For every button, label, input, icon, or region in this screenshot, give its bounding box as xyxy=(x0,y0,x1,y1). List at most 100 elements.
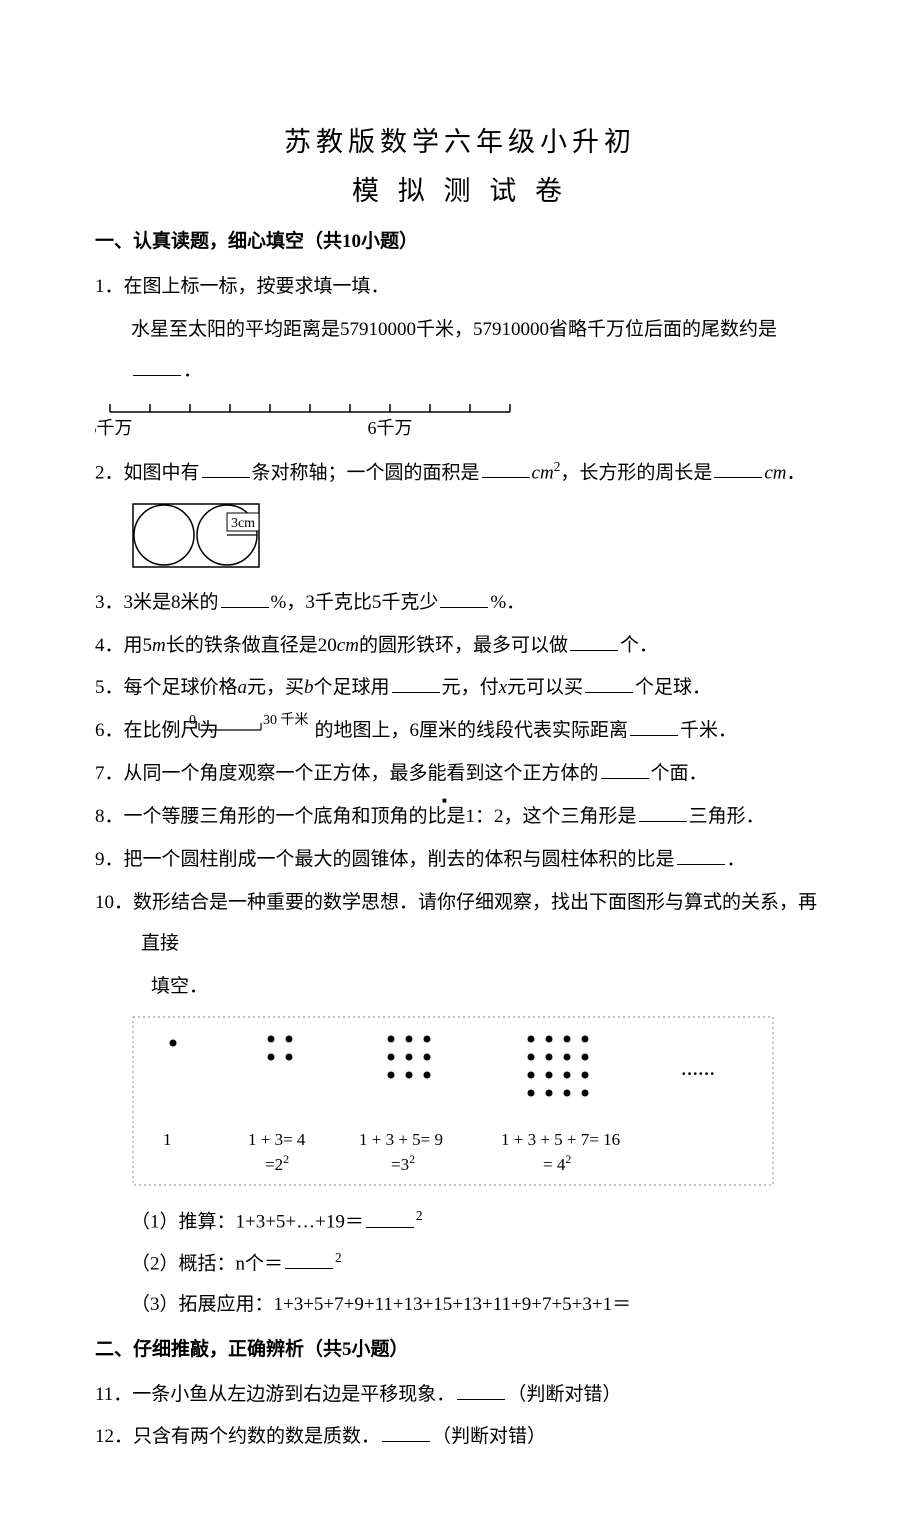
svg-text:= 42: = 42 xyxy=(543,1152,571,1174)
svg-text:1 + 3 + 5= 9: 1 + 3 + 5= 9 xyxy=(359,1130,443,1149)
q2-mid1: 条对称轴；一个圆的面积是 xyxy=(252,462,480,483)
section-2-header: 二、仔细推敲，正确辨析（共5小题） xyxy=(95,1334,825,1361)
q5-b: b xyxy=(304,677,314,698)
q12-post: （判断对错） xyxy=(432,1426,546,1447)
question-4: 4．用5m长的铁条做直径是20cm的圆形铁环，最多可以做 个． xyxy=(95,626,825,667)
blank xyxy=(601,760,649,779)
q11-num: 11． xyxy=(95,1384,132,1405)
q3-post: %． xyxy=(490,592,525,613)
blank xyxy=(630,717,678,736)
q8-pre: 一个等腰三角形的一个底角和顶角的比是1 xyxy=(124,806,476,827)
q7-post: 个面． xyxy=(651,763,708,784)
question-7: 7．从同一个角度观察一个正方体，最多能看到这个正方体的个面． xyxy=(95,754,825,795)
q5-pre: 每个足球价格 xyxy=(124,677,238,698)
q10-sub2: （2）概括：n个＝2 xyxy=(95,1244,825,1285)
q7-pre: 从同一个角度观察一个正方体，最多能看到这个正方体的 xyxy=(124,763,599,784)
q10-line2: 填空． xyxy=(151,976,208,997)
blank xyxy=(639,803,687,822)
section-1-header: 一、认真读题，细心填空（共10小题） xyxy=(95,226,825,253)
q10-sub1: （1）推算：1+3+5+…+19＝2 xyxy=(95,1202,825,1243)
q4-m: m xyxy=(152,635,166,656)
blank xyxy=(482,459,530,478)
q2-unit1: cm xyxy=(532,462,554,483)
svg-text:=32: =32 xyxy=(391,1152,415,1174)
q10-sub3: （3）拓展应用：1+3+5+7+9+11+13+15+13+11+9+7+5+3… xyxy=(95,1285,825,1326)
q1-line2-pre: 水星至太阳的平均距离是57910000千米，57910000省略千万位后面的尾数… xyxy=(131,319,777,340)
q12-num: 12． xyxy=(95,1426,133,1447)
question-1: 1．在图上标一标，按要求填一填． xyxy=(95,267,825,308)
blank xyxy=(202,459,250,478)
blank xyxy=(440,589,488,608)
q9-pre: 把一个圆柱削成一个最大的圆锥体，削去的体积与圆柱体积的比是 xyxy=(124,849,675,870)
q2-unit2: cm xyxy=(764,462,786,483)
blank xyxy=(714,459,762,478)
svg-text:=22: =22 xyxy=(265,1152,289,1174)
q2-num: 2． xyxy=(95,462,124,483)
main-title: 苏教版数学六年级小升初 xyxy=(95,120,825,159)
q5-mid1: 元，买 xyxy=(247,677,304,698)
q4-mid: 长的铁条做直径是20 xyxy=(166,635,337,656)
svg-text:30 千米: 30 千米 xyxy=(263,712,309,728)
q8-colon: ■： xyxy=(475,806,494,827)
q1-num: 1． xyxy=(95,276,124,297)
q12-pre: 只含有两个约数的数是质数． xyxy=(133,1426,380,1447)
q5-num: 5． xyxy=(95,677,124,698)
q10-sub3: （3）拓展应用：1+3+5+7+9+11+13+15+13+11+9+7+5+3… xyxy=(131,1294,631,1315)
blank xyxy=(570,632,618,651)
q3-num: 3． xyxy=(95,592,124,613)
blank xyxy=(677,846,725,865)
question-12: 12．只含有两个约数的数是质数． （判断对错） xyxy=(95,1417,825,1458)
svg-text:……: …… xyxy=(681,1060,715,1079)
q5-mid2: 个足球用 xyxy=(314,677,390,698)
q8-mid: 2，这个三角形是 xyxy=(494,806,637,827)
q8-post: 三角形． xyxy=(689,806,765,827)
blank xyxy=(585,674,633,693)
svg-text:1: 1 xyxy=(163,1130,172,1149)
blank xyxy=(133,357,181,376)
q10-line1: 数形结合是一种重要的数学思想．请你仔细观察，找出下面图形与算式的关系，再直接 xyxy=(133,892,817,954)
q5-post: 个足球． xyxy=(635,677,711,698)
blank xyxy=(392,674,440,693)
q11-pre: 一条小鱼从左边游到右边是平移现象． xyxy=(132,1384,455,1405)
q4-mid2: 的圆形铁环，最多可以做 xyxy=(359,635,568,656)
question-3: 3．3米是8米的 %，3千克比5千克少 %． xyxy=(95,583,825,624)
number-line-figure: 5千万 6千万 xyxy=(95,396,825,447)
q1-line1: 在图上标一标，按要求填一填． xyxy=(124,276,390,297)
q2-mid2: ，长方形的周长是 xyxy=(560,462,712,483)
question-10-line2: 填空． xyxy=(95,967,825,1008)
q6-num: 6． xyxy=(95,720,124,741)
question-1-line2: 水星至太阳的平均距离是57910000千米，57910000省略千万位后面的尾数… xyxy=(95,310,825,392)
q3-pre: 3米是8米的 xyxy=(124,592,219,613)
q10-sub2-sup: 2 xyxy=(335,1250,342,1265)
blank xyxy=(382,1423,430,1442)
q3-mid: %，3千克比5千克少 xyxy=(271,592,439,613)
question-8: 8．一个等腰三角形的一个底角和顶角的比是1■：2，这个三角形是 三角形． xyxy=(95,797,825,838)
q5-x: x xyxy=(499,677,507,698)
question-2: 2．如图中有条对称轴；一个圆的面积是cm2，长方形的周长是cm． xyxy=(95,453,825,494)
q8-num: 8． xyxy=(95,806,124,827)
q4-num: 4． xyxy=(95,635,124,656)
svg-text:1 + 3= 4: 1 + 3= 4 xyxy=(248,1130,306,1149)
q10-sub1-pre: （1）推算：1+3+5+…+19＝ xyxy=(131,1212,364,1233)
circles-in-rect-figure: 3cm xyxy=(131,502,825,575)
question-5: 5．每个足球价格a元，买b个足球用元，付x元可以买个足球． xyxy=(95,668,825,709)
question-9: 9．把一个圆柱削成一个最大的圆锥体，削去的体积与圆柱体积的比是． xyxy=(95,840,825,881)
svg-text:1 + 3 + 5 + 7= 16: 1 + 3 + 5 + 7= 16 xyxy=(501,1130,620,1149)
dots-pattern-figure: 1 1 + 3= 4 =22 1 + 3 + 5= 9 =32 1 + 3 + … xyxy=(131,1015,825,1192)
svg-text:6千万: 6千万 xyxy=(368,418,413,438)
q9-num: 9． xyxy=(95,849,124,870)
blank xyxy=(366,1209,414,1228)
q4-pre: 用5 xyxy=(124,635,153,656)
q5-a: a xyxy=(238,677,248,698)
q6-mid: 的地图上，6厘米的线段代表实际距离 xyxy=(315,720,629,741)
svg-text:3cm: 3cm xyxy=(231,516,255,531)
q4-cm: cm xyxy=(337,635,359,656)
q5-mid3: 元，付 xyxy=(442,677,499,698)
blank xyxy=(221,589,269,608)
blank xyxy=(457,1381,505,1400)
q4-post: 个． xyxy=(620,635,658,656)
q6-post: 千米． xyxy=(680,720,737,741)
question-10: 10．数形结合是一种重要的数学思想．请你仔细观察，找出下面图形与算式的关系，再直… xyxy=(95,883,825,965)
scale-figure: 0 30 千米 xyxy=(223,711,311,752)
blank xyxy=(285,1250,333,1269)
